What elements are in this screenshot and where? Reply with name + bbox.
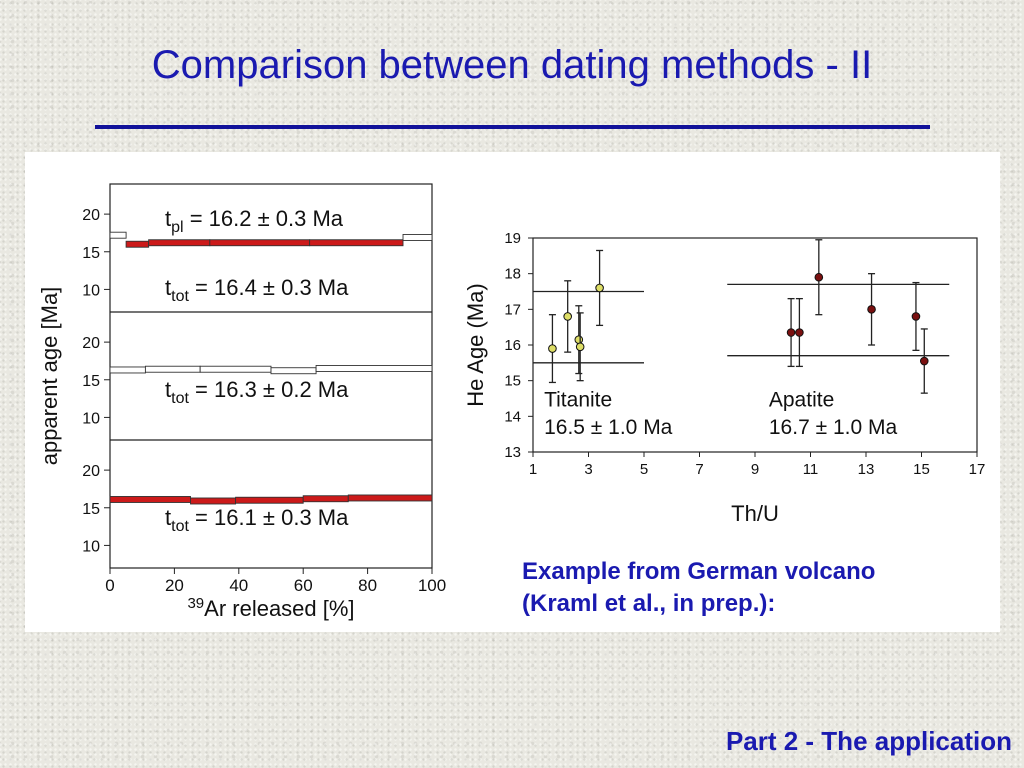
spectrum-step	[235, 496, 304, 504]
spectrum-y-tick-label: 10	[82, 538, 100, 555]
figure-caption: Example from German volcano (Kraml et al…	[522, 556, 992, 620]
spectrum-x-tick-label: 0	[105, 576, 114, 595]
he-data-point	[867, 305, 876, 314]
he-data-point	[814, 272, 824, 282]
spectrum-step	[109, 231, 127, 239]
he-data-point	[786, 328, 796, 337]
spectrum-y-tick-label: 10	[82, 282, 100, 299]
he-x-tick-label: 3	[584, 461, 592, 478]
he-y-tick-label: 13	[504, 444, 521, 461]
he-x-tick-label: 17	[969, 461, 986, 478]
he-x-tick-label: 11	[803, 461, 819, 478]
spectra-frame	[109, 183, 433, 569]
spectrum-y-tick-label: 15	[82, 373, 100, 390]
spectrum-step	[209, 239, 311, 247]
spectrum-step	[270, 367, 317, 375]
he-group-label: Titanite	[544, 388, 612, 411]
spectrum-x-tick-label: 40	[229, 576, 248, 595]
he-data-point	[563, 312, 572, 321]
spectrum-age-annotation: ttot = 16.1 ± 0.3 Ma	[165, 505, 349, 535]
spectrum-step	[144, 365, 201, 373]
spectrum-step	[302, 495, 349, 503]
he-x-tick-label: 7	[695, 461, 703, 478]
he-y-tick-label: 19	[504, 230, 521, 247]
spectrum-y-tick-label: 15	[82, 501, 100, 518]
spectrum-y-axis-label: apparent age [Ma]	[37, 287, 62, 466]
spectrum-y-tick-label: 15	[82, 245, 100, 262]
spectrum-age-annotation: tpl = 16.2 ± 0.3 Ma	[165, 206, 344, 236]
he-group-age-label: 16.5 ± 1.0 Ma	[544, 416, 673, 439]
he-x-tick-label: 15	[913, 461, 930, 478]
spectrum-step	[125, 240, 150, 248]
spectrum-age-annotation: ttot = 16.3 ± 0.2 Ma	[165, 377, 349, 407]
spectrum-y-tick-label: 20	[82, 335, 100, 352]
he-data-point	[548, 344, 557, 353]
spectrum-step	[315, 365, 433, 372]
he-data-point	[795, 328, 804, 337]
he-x-tick-label: 13	[858, 461, 875, 478]
spectrum-y-tick-label: 20	[82, 207, 100, 224]
spectrum-y-tick-label: 10	[82, 410, 100, 427]
he-x-tick-label: 9	[751, 461, 759, 478]
he-y-tick-label: 17	[504, 301, 521, 318]
he-data-point	[911, 312, 921, 321]
he-y-tick-label: 15	[504, 373, 521, 390]
he-y-tick-label: 16	[504, 337, 521, 354]
spectrum-x-tick-label: 20	[165, 576, 184, 595]
spectrum-step	[402, 234, 433, 241]
spectrum-step	[199, 365, 272, 373]
spectrum-x-axis-label: 39Ar released [%]	[187, 595, 354, 621]
he-x-tick-label: 5	[640, 461, 648, 478]
figure-panel: 10 15 20 tpl = 16.2 ± 0.3 Ma ttot = 16.4 ± 0…	[25, 152, 1000, 632]
spectrum-x-tick-label: 100	[418, 576, 446, 595]
he-group-label: Apatite	[769, 388, 834, 411]
he-x-axis-label: Th/U	[731, 501, 779, 526]
he-data-point	[595, 283, 604, 293]
spectrum-step	[109, 496, 191, 503]
he-y-tick-label: 18	[504, 266, 521, 283]
spectrum-step	[109, 366, 146, 374]
he-y-axis-label: He Age (Ma)	[463, 283, 488, 407]
spectrum-step	[347, 494, 433, 502]
slide-title: Comparison between dating methods - II	[151, 43, 873, 87]
slide-footer: Part 2 - The application	[725, 726, 1012, 756]
spectrum-step	[309, 239, 404, 247]
title-underline	[95, 125, 930, 129]
he-data-point	[575, 342, 585, 352]
he-y-tick-label: 14	[504, 408, 521, 425]
spectrum-y-tick-label: 20	[82, 463, 100, 480]
he-data-point	[574, 335, 584, 344]
caption-line-1: Example from German volcano	[522, 558, 876, 585]
caption-line-2: (Kraml et al., in prep.):	[522, 590, 776, 617]
spectrum-age-annotation: ttot = 16.4 ± 0.3 Ma	[165, 275, 349, 305]
he-x-tick-label: 1	[529, 461, 537, 478]
he-group-age-label: 16.7 ± 1.0 Ma	[769, 416, 898, 439]
spectrum-x-tick-label: 60	[294, 576, 313, 595]
he-data-point	[919, 356, 929, 366]
spectrum-step	[190, 497, 237, 505]
spectrum-x-tick-label: 80	[358, 576, 377, 595]
spectrum-step	[148, 239, 211, 247]
